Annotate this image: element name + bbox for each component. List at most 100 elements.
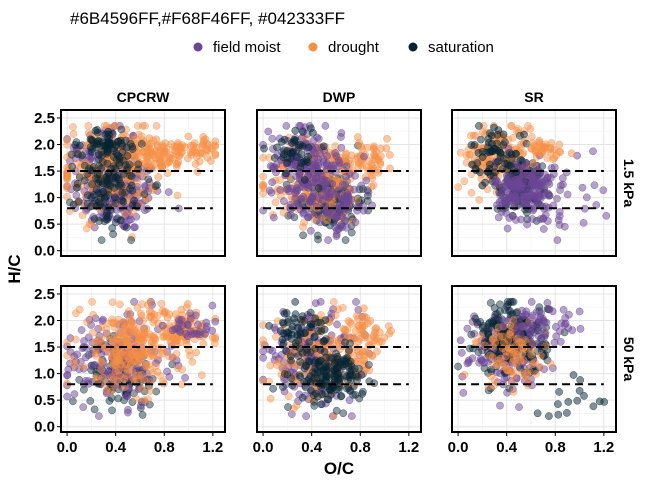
data-point — [523, 220, 531, 229]
data-point — [282, 169, 290, 178]
data-point — [306, 124, 315, 133]
data-point — [558, 174, 567, 183]
data-point — [154, 352, 163, 361]
data-point — [495, 350, 503, 358]
data-point — [132, 394, 140, 403]
data-point — [79, 363, 88, 371]
data-point — [113, 175, 122, 184]
data-point — [590, 181, 599, 190]
data-point — [149, 368, 157, 377]
data-point — [171, 310, 180, 319]
data-point — [554, 400, 562, 408]
legend: field moist drought saturation — [193, 39, 494, 56]
data-point — [63, 153, 71, 162]
data-point — [268, 134, 277, 143]
data-point — [463, 324, 472, 333]
data-point — [311, 149, 319, 157]
data-point — [98, 158, 107, 166]
data-point — [141, 398, 149, 406]
data-point — [464, 356, 473, 365]
data-point — [70, 356, 78, 365]
panel-dwp-1-5-kpa — [256, 109, 422, 257]
data-point — [357, 181, 366, 190]
data-point — [74, 150, 82, 159]
data-point — [92, 349, 100, 358]
data-point — [456, 336, 465, 345]
data-point — [144, 360, 153, 369]
data-point — [470, 329, 478, 338]
data-point — [550, 154, 559, 163]
data-point — [361, 333, 369, 342]
data-point — [97, 323, 106, 332]
data-point — [527, 132, 536, 141]
data-point — [595, 397, 604, 406]
data-point — [163, 313, 172, 322]
data-point — [152, 362, 160, 370]
data-point — [311, 389, 320, 398]
data-point — [187, 330, 196, 339]
data-point — [467, 131, 475, 140]
data-point — [202, 318, 211, 327]
data-point — [259, 172, 267, 181]
data-point — [128, 233, 136, 241]
data-point — [118, 319, 126, 327]
data-point — [181, 373, 189, 382]
data-point — [108, 352, 117, 361]
data-point — [190, 139, 199, 148]
data-point — [516, 364, 524, 372]
data-point — [555, 147, 564, 156]
data-point — [276, 186, 285, 194]
data-point — [478, 128, 487, 136]
data-point — [334, 336, 343, 344]
data-point — [110, 183, 119, 192]
data-point — [272, 333, 280, 341]
data-point — [582, 193, 591, 202]
points — [259, 122, 394, 244]
data-point — [506, 298, 514, 306]
data-point — [144, 395, 152, 404]
data-point — [503, 224, 512, 233]
legend-label: saturation — [428, 39, 494, 56]
data-point — [100, 217, 109, 226]
data-point — [337, 392, 345, 401]
data-point — [477, 135, 485, 144]
data-point — [358, 145, 366, 153]
data-point — [480, 364, 489, 373]
data-point — [69, 397, 77, 406]
data-point — [494, 213, 503, 222]
data-point — [127, 236, 135, 244]
data-point — [473, 339, 481, 347]
data-point — [343, 372, 351, 381]
data-point — [498, 322, 506, 331]
data-point — [358, 390, 367, 398]
panel-cpcrw-1-5-kpa: 0.0 0.5 1.0 1.5 2.0 2.5 — [34, 109, 226, 260]
data-point — [264, 127, 273, 136]
x-tick-label: 0.4 — [301, 439, 323, 456]
data-point — [531, 358, 539, 367]
data-point — [499, 140, 508, 149]
data-point — [194, 320, 202, 329]
data-point — [77, 177, 86, 185]
data-point — [529, 160, 538, 168]
data-point — [123, 163, 132, 172]
data-point — [344, 384, 353, 392]
legend-key — [193, 42, 203, 52]
data-point — [540, 184, 549, 193]
data-point — [74, 197, 83, 206]
data-point — [592, 201, 601, 209]
data-point — [353, 133, 362, 141]
data-point — [521, 372, 529, 381]
data-point — [88, 298, 96, 306]
data-point — [150, 310, 159, 319]
data-point — [521, 197, 530, 206]
data-point — [173, 364, 182, 373]
y-tick-label: 2.0 — [34, 137, 55, 154]
data-point — [122, 223, 131, 232]
data-point — [130, 348, 139, 357]
data-point — [279, 208, 288, 217]
data-point — [156, 371, 165, 380]
data-point — [341, 236, 350, 244]
data-point — [98, 358, 106, 367]
data-point — [146, 145, 154, 154]
data-point — [307, 193, 316, 202]
